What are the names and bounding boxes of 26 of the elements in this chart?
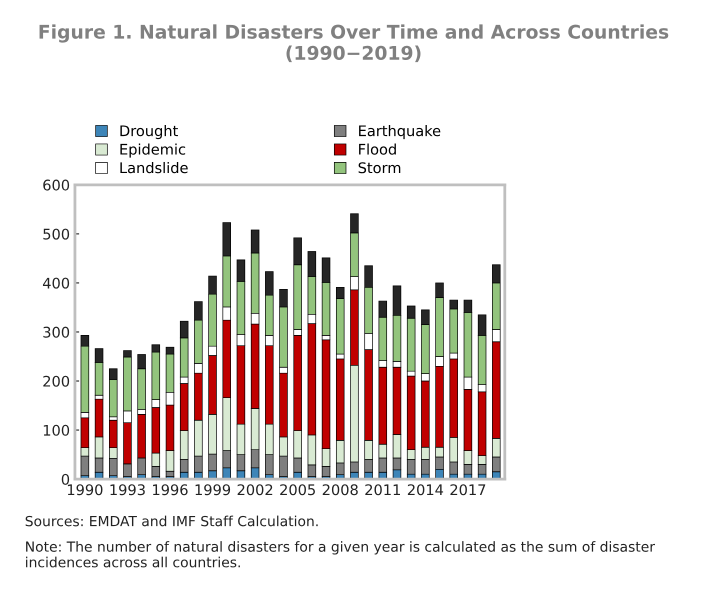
legend-label: Drought bbox=[120, 124, 178, 140]
x-tick-label: 2008 bbox=[322, 484, 358, 496]
y-tick-label: 200 bbox=[43, 376, 70, 387]
x-tick-label: 1990 bbox=[68, 484, 102, 496]
x-tick-label: 2017 bbox=[450, 484, 486, 496]
x-tick-label: 1993 bbox=[110, 484, 145, 496]
y-tick-label: 400 bbox=[42, 278, 70, 289]
y-tick-label: 500 bbox=[43, 228, 70, 240]
y-tick-label: 600 bbox=[43, 180, 70, 191]
x-tick-label: 2005 bbox=[280, 484, 315, 496]
x-tick-label: 1999 bbox=[196, 484, 230, 496]
y-tick-label: 300 bbox=[43, 326, 70, 338]
x-tick-label: 2011 bbox=[365, 484, 400, 496]
x-tick-label: 2002 bbox=[238, 484, 272, 496]
legend-label: Landslide bbox=[120, 162, 188, 174]
x-tick-label: 1996 bbox=[153, 484, 188, 496]
y-tick-label: 100 bbox=[44, 424, 70, 436]
y-tick-label: 0 bbox=[62, 474, 70, 485]
text: Note: The number of natural disasters for a given year is calculated as the sum of disaster incidences across all countries. bbox=[26, 541, 656, 568]
source-note: Sources: EMDAT and IMF Staff Calculation. bbox=[26, 516, 318, 526]
legend-label: Earthquake bbox=[359, 124, 440, 140]
chart-title: Figure 1. Natural Disasters Over Time and Across Countries (1990−2019) bbox=[40, 24, 668, 62]
legend-label: Flood bbox=[359, 143, 396, 155]
legend-label: Storm bbox=[358, 162, 400, 174]
x-tick-label: 2014 bbox=[408, 484, 444, 496]
legend-label: Epidemic bbox=[120, 143, 186, 158]
